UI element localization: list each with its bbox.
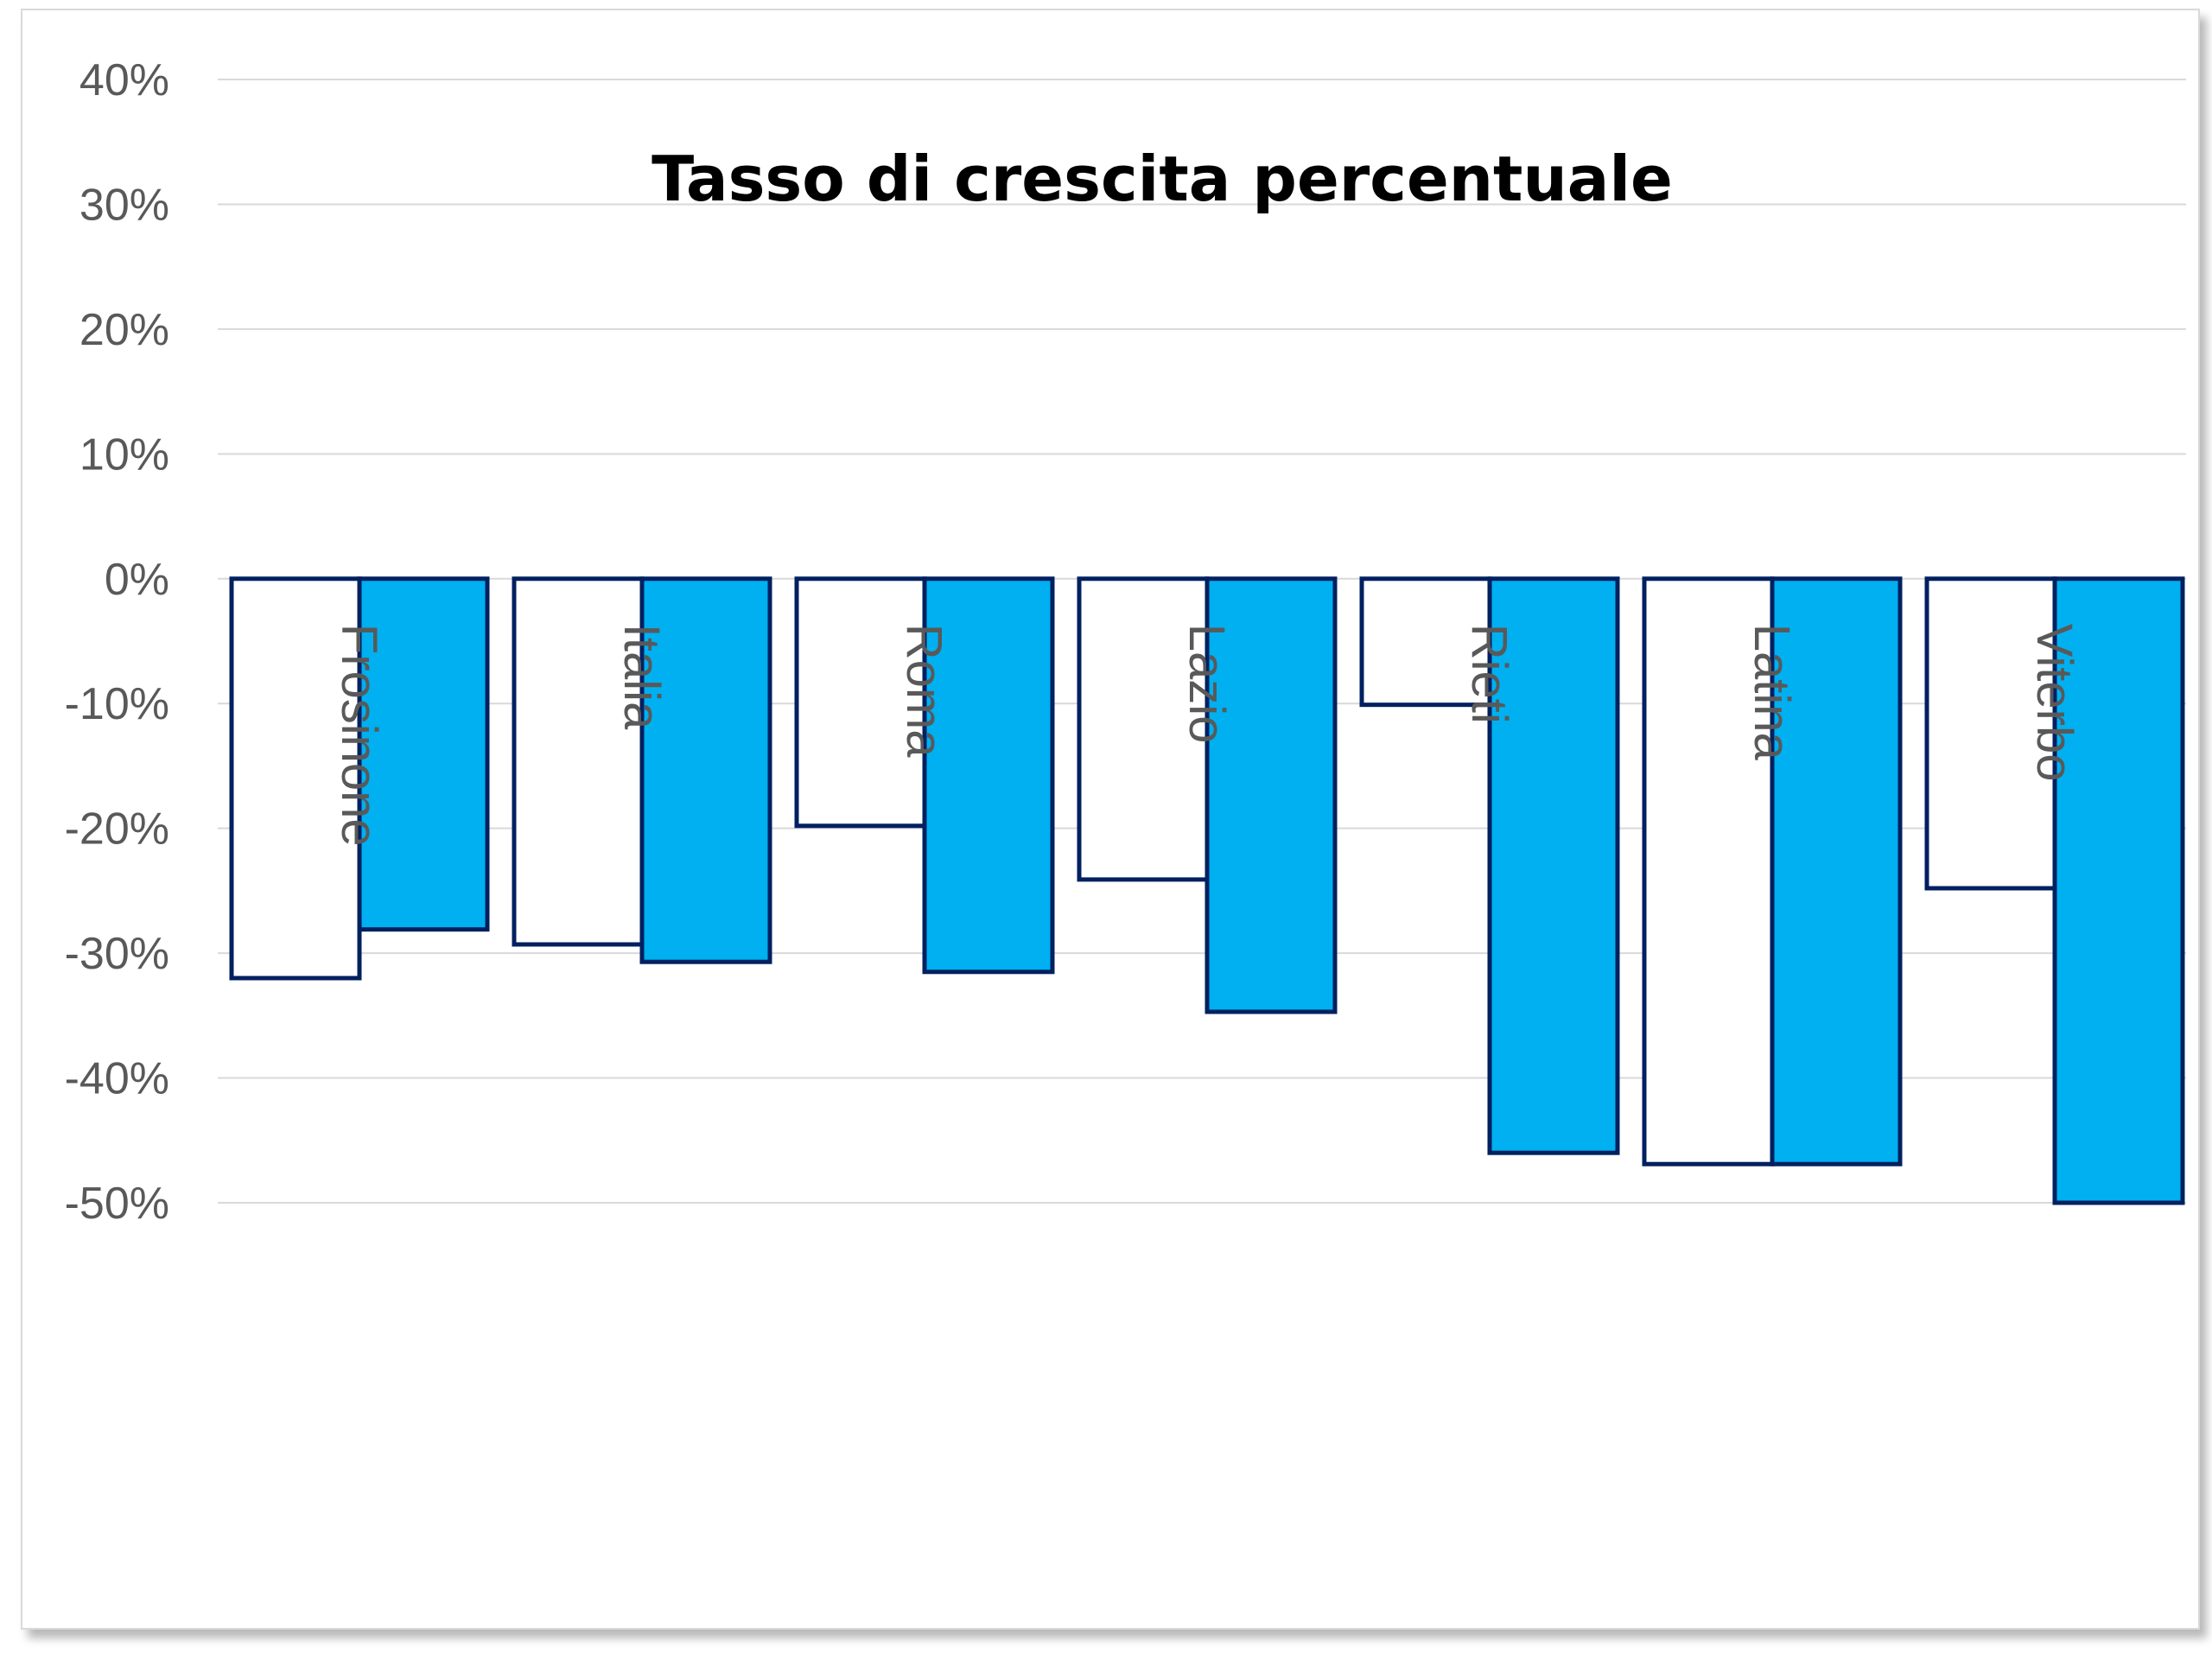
category-label-roma: Roma — [896, 624, 952, 758]
category-label-frosinone: Frosinone — [331, 624, 387, 847]
bar-frosinone-series-1 — [229, 576, 362, 981]
bar-italia-series-1 — [512, 576, 645, 947]
bar-latina-series-1 — [1642, 576, 1775, 1166]
bar-rieti-series-2 — [1487, 576, 1620, 1155]
bars — [229, 576, 2185, 1205]
y-axis-tick-labels: 40% 30% 20% 10% 0% -10% -20% -30% -40% -50% — [65, 55, 169, 1229]
y-tick-label: -20% — [65, 804, 169, 855]
chart-title: Tasso di crescita percentuale — [652, 143, 1673, 215]
y-tick-label: 30% — [79, 180, 169, 230]
category-labels: Frosinone Italia Roma Lazio Rieti Latina Viter… — [331, 624, 2082, 847]
category-label-rieti: Rieti — [1461, 624, 1517, 724]
category-label-viterbo: Viterbo — [2026, 624, 2082, 782]
y-tick-label: -40% — [65, 1054, 169, 1104]
bar-frosinone-series-2 — [357, 576, 490, 932]
bar-lazio-series-1 — [1077, 576, 1210, 882]
bar-roma-series-1 — [794, 576, 927, 829]
y-tick-label: -50% — [65, 1179, 169, 1229]
category-label-latina: Latina — [1744, 624, 1800, 761]
y-tick-label: -30% — [65, 929, 169, 979]
bar-latina-series-2 — [1770, 576, 1903, 1166]
y-tick-label: 40% — [79, 55, 169, 105]
category-label-italia: Italia — [613, 624, 670, 730]
y-tick-label: 10% — [79, 429, 169, 480]
bar-rieti-series-1 — [1359, 576, 1492, 708]
bar-viterbo-series-2 — [2052, 576, 2185, 1205]
bar-italia-series-2 — [639, 576, 772, 964]
y-tick-label: -10% — [65, 679, 169, 729]
y-tick-label: 20% — [79, 305, 169, 355]
bar-roma-series-2 — [922, 576, 1055, 975]
y-tick-label: 0% — [105, 555, 169, 605]
bar-lazio-series-2 — [1205, 576, 1338, 1014]
bar-viterbo-series-1 — [1924, 576, 2057, 891]
category-label-lazio: Lazio — [1179, 624, 1235, 744]
